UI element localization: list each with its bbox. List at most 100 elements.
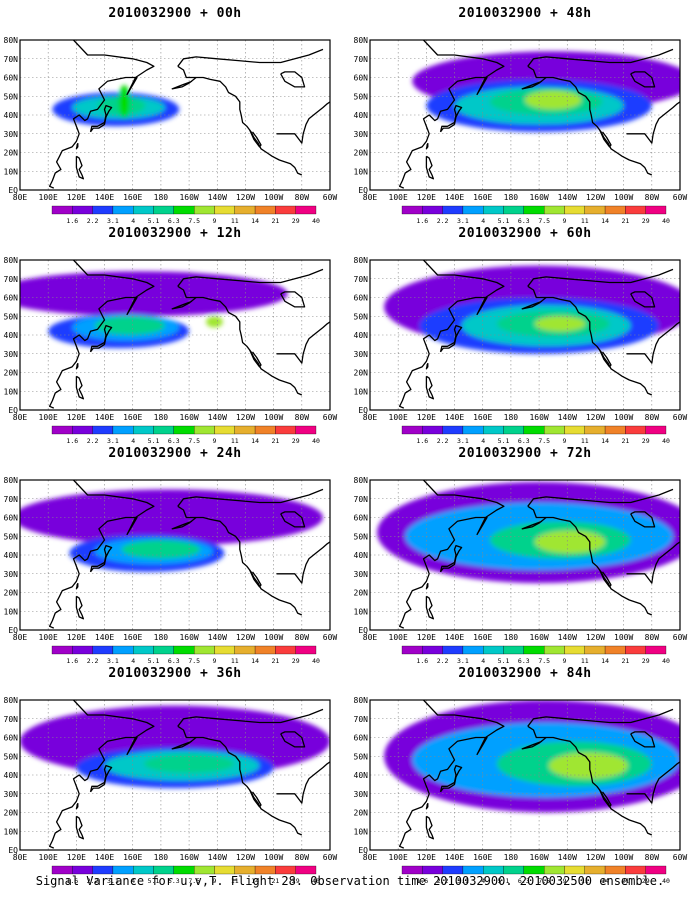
- colorbar-label: 5.1: [148, 437, 160, 445]
- lat-label: 70N: [354, 55, 369, 64]
- colorbar-swatch: [153, 645, 174, 655]
- colorbar-swatch: [625, 645, 646, 655]
- colorbar-swatch: [214, 425, 235, 435]
- colorbar-label: 14: [601, 877, 609, 885]
- colorbar-label: 2.2: [437, 877, 449, 885]
- colorbar-swatch: [564, 205, 585, 215]
- colorbar-swatch: [51, 865, 73, 875]
- lon-label: 100W: [614, 853, 633, 862]
- colorbar-swatch: [295, 425, 317, 435]
- lon-label: 100E: [389, 633, 408, 642]
- colorbar-swatch: [544, 645, 565, 655]
- colorbar-label: 1.6: [416, 657, 428, 665]
- colorbar-swatch: [564, 425, 585, 435]
- colorbar-label: 4: [131, 217, 135, 225]
- colorbar-label: 40: [312, 657, 320, 665]
- variance-contour: [548, 752, 628, 779]
- lat-label: 10N: [4, 827, 19, 836]
- lon-label: 120E: [67, 193, 86, 202]
- colorbar-swatch: [92, 645, 114, 655]
- colorbar-label: 6.3: [168, 217, 180, 225]
- colorbar-label: 1.6: [66, 877, 78, 885]
- colorbar-label: 9: [213, 437, 217, 445]
- variance-contour: [144, 754, 235, 774]
- lat-label: 30N: [4, 570, 19, 579]
- lon-label: 80W: [295, 853, 310, 862]
- colorbar-swatch: [214, 205, 235, 215]
- grid: [370, 260, 680, 410]
- colorbar-label: 6.3: [518, 217, 530, 225]
- colorbar-swatch: [523, 205, 545, 215]
- colorbar-swatch: [153, 205, 174, 215]
- colorbar-label: 21: [271, 877, 279, 885]
- coastline: [75, 815, 85, 840]
- lat-label: EQ: [8, 406, 18, 415]
- lat-label: 20N: [4, 589, 19, 598]
- lon-label: 160W: [529, 853, 548, 862]
- colorbar-swatch: [483, 645, 504, 655]
- lon-label: 100E: [389, 853, 408, 862]
- colorbar-swatch: [483, 425, 504, 435]
- coastline: [521, 516, 547, 530]
- lat-label: EQ: [8, 626, 18, 635]
- colorbar-swatch: [112, 425, 134, 435]
- lat-label: EQ: [358, 186, 368, 195]
- colorbar-swatch: [295, 865, 317, 875]
- lat-label: 10N: [354, 167, 369, 176]
- colorbar-swatch: [234, 865, 256, 875]
- coastline: [171, 76, 197, 90]
- colorbar-label: 4: [481, 217, 485, 225]
- lat-label: 30N: [354, 790, 369, 799]
- panel-title: 2010032900 + 60h: [458, 226, 592, 241]
- lon-label: 80E: [363, 853, 378, 862]
- lat-label: 80N: [354, 256, 369, 265]
- colorbar-swatch: [275, 865, 296, 875]
- lat-label: 30N: [354, 570, 369, 579]
- map-panel: 2010032900 + 36h 80N 70N 60N 50N 40N 30N 20N 10N…: [0, 660, 350, 885]
- lat-label: 20N: [354, 149, 369, 158]
- coastline: [89, 104, 113, 133]
- colorbar-swatch: [234, 645, 256, 655]
- colorbar-swatch: [462, 205, 484, 215]
- coastline: [398, 40, 505, 189]
- coastline: [439, 544, 463, 573]
- lon-label: 140W: [208, 413, 227, 422]
- coastline: [599, 349, 612, 368]
- lat-label: 20N: [4, 149, 19, 158]
- lat-label: 60N: [354, 734, 369, 743]
- colorbar: 1.6 2.2 3.1 4 5.1 6.3 7.5 9 11 14 21 29 40: [401, 645, 670, 665]
- colorbar-swatch: [442, 865, 464, 875]
- colorbar-swatch: [295, 205, 317, 215]
- lon-label: 160W: [529, 633, 548, 642]
- colorbar-swatch: [112, 865, 134, 875]
- lat-label: 20N: [354, 589, 369, 598]
- colorbar-swatch: [462, 865, 484, 875]
- lat-label: EQ: [8, 186, 18, 195]
- colorbar-label: 3.1: [107, 657, 119, 665]
- colorbar-swatch: [422, 205, 443, 215]
- coastline: [276, 761, 330, 804]
- colorbar-label: 2.2: [87, 217, 99, 225]
- colorbar-swatch: [584, 205, 606, 215]
- lon-label: 100W: [264, 193, 283, 202]
- colorbar-label: 7.5: [188, 217, 200, 225]
- lat-label: 10N: [354, 607, 369, 616]
- lat-label: 80N: [354, 36, 369, 45]
- lon-label: 180: [504, 193, 519, 202]
- lon-label: 80E: [13, 193, 28, 202]
- colorbar-label: 14: [251, 217, 259, 225]
- colorbar-swatch: [214, 865, 235, 875]
- coastline: [626, 541, 680, 584]
- colorbar-swatch: [275, 205, 296, 215]
- panel-title: 2010032900 + 48h: [458, 6, 592, 21]
- lon-label: 100W: [614, 413, 633, 422]
- colorbar-label: 5.1: [498, 437, 510, 445]
- lat-label: 40N: [4, 551, 19, 560]
- lon-label: 180: [504, 853, 519, 862]
- lon-label: 140W: [208, 853, 227, 862]
- lat-label: 50N: [4, 532, 19, 541]
- panel-title: 2010032900 + 84h: [458, 666, 592, 681]
- colorbar-swatch: [645, 205, 667, 215]
- coastline: [398, 700, 505, 849]
- coastline: [630, 511, 656, 528]
